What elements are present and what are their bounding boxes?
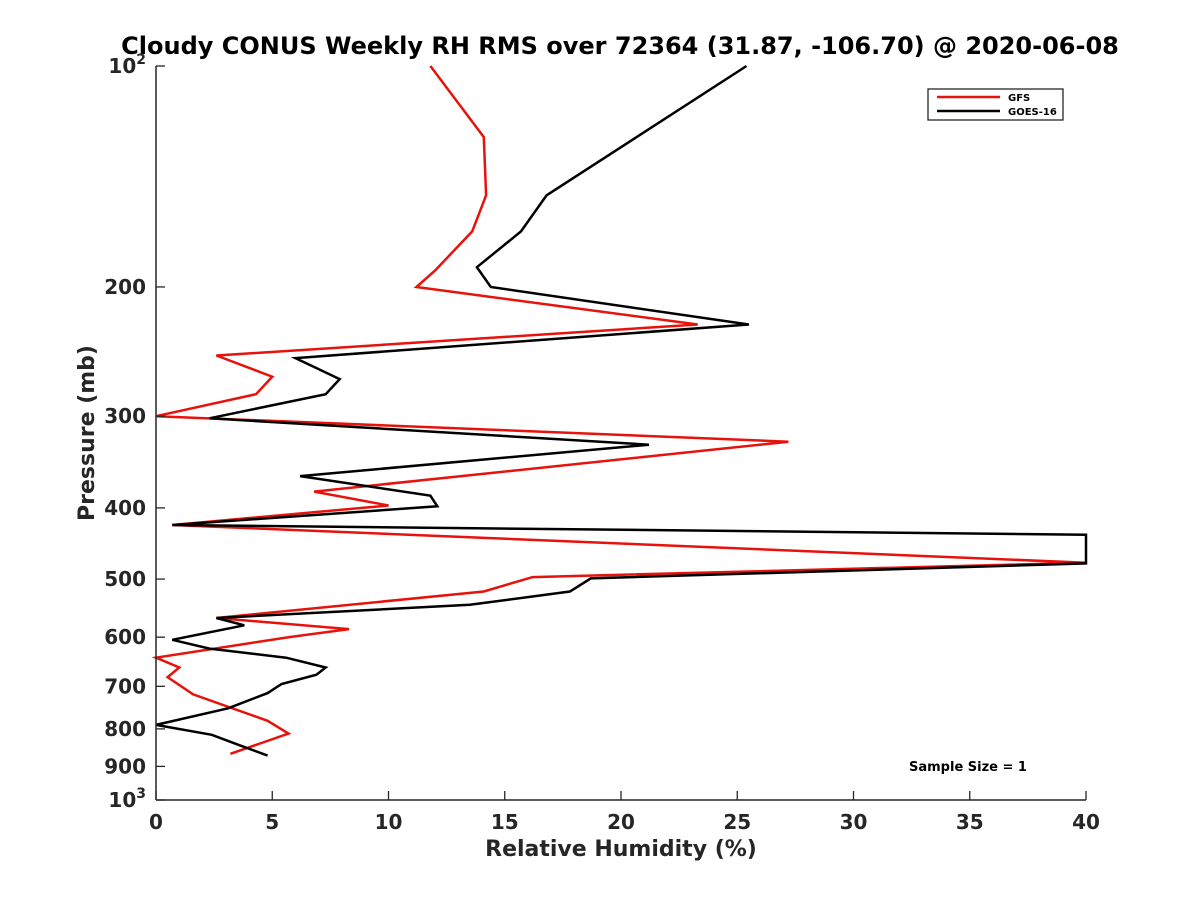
- x-tick-label: 20: [607, 810, 635, 834]
- x-tick-label: 10: [375, 810, 403, 834]
- x-tick-label: 0: [149, 810, 163, 834]
- legend-label-gfs: GFS: [1008, 93, 1030, 104]
- y-tick-label: 103: [108, 786, 146, 812]
- x-tick-label: 15: [491, 810, 519, 834]
- x-tick-label: 40: [1072, 810, 1100, 834]
- x-tick-label: 25: [723, 810, 751, 834]
- y-tick-label: 800: [104, 717, 146, 741]
- x-axis-label: Relative Humidity (%): [485, 837, 757, 862]
- y-tick-label: 600: [104, 625, 146, 649]
- chart-title: Cloudy CONUS Weekly RH RMS over 72364 (3…: [121, 32, 1119, 60]
- series-line-gfs: [151, 65, 1087, 755]
- y-axis-label: Pressure (mb): [75, 345, 100, 521]
- x-ticks: 0 5 10 15 20 25 30 35 40: [149, 791, 1100, 834]
- x-tick-label: 35: [956, 810, 984, 834]
- legend-label-goes16: GOES-16: [1008, 107, 1057, 118]
- x-tick-label: 30: [840, 810, 868, 834]
- y-tick-label: 700: [104, 674, 146, 698]
- legend-box: [927, 88, 1064, 121]
- y-tick-label: 300: [104, 404, 146, 428]
- y-tick-label: 900: [104, 754, 146, 778]
- legend: GFS GOES-16: [927, 88, 1064, 121]
- series-layer: [151, 64, 1088, 757]
- sample-size-annotation: Sample Size = 1: [909, 760, 1027, 775]
- y-tick-label: 400: [104, 496, 146, 520]
- y-tick-label: 500: [104, 567, 146, 591]
- y-ticks: 102 200 300 400 500 600 700 800 900 103: [104, 52, 165, 812]
- y-tick-label: 102: [108, 52, 146, 78]
- y-tick-label: 200: [104, 275, 146, 299]
- plot-area: 0 5 10 15 20 25 30 35 40 102 200 300 400 500 600 700 80…: [104, 52, 1100, 834]
- series-line-goes16: [155, 64, 1088, 757]
- x-tick-label: 5: [265, 810, 279, 834]
